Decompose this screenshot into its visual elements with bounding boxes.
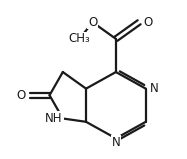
Text: O: O bbox=[16, 89, 25, 102]
Text: O: O bbox=[143, 16, 153, 29]
Text: N: N bbox=[111, 136, 120, 149]
Text: O: O bbox=[88, 16, 97, 29]
Text: N: N bbox=[150, 82, 159, 95]
Text: NH: NH bbox=[45, 112, 63, 125]
Text: CH₃: CH₃ bbox=[68, 32, 90, 45]
